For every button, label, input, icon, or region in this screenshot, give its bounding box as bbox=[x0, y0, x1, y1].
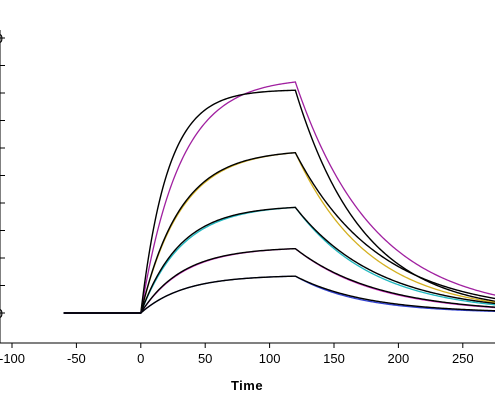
measured-curve-2 bbox=[63, 151, 495, 314]
fit-curve-1 bbox=[63, 89, 495, 314]
x-axis-title: Time bbox=[231, 378, 263, 393]
y-ticks: 00 bbox=[0, 31, 5, 321]
fit-curve-9 bbox=[63, 275, 495, 314]
measured-curve-0 bbox=[63, 81, 495, 314]
y-tick-label: 0 bbox=[0, 306, 3, 321]
x-tick-label: 50 bbox=[198, 351, 212, 366]
x-tick-label: 0 bbox=[137, 351, 144, 366]
x-ticks: -100 -50 0 50 100 150 200 250 bbox=[0, 343, 474, 366]
x-tick-label: 100 bbox=[259, 351, 281, 366]
measured-curve-4 bbox=[63, 206, 495, 314]
fit-curve-7 bbox=[63, 247, 495, 314]
x-tick-label: -100 bbox=[0, 351, 25, 366]
fit-curve-3 bbox=[63, 151, 495, 314]
x-tick-label: 250 bbox=[452, 351, 474, 366]
x-tick-label: 150 bbox=[323, 351, 345, 366]
plot-lines bbox=[63, 81, 495, 314]
axes bbox=[0, 30, 495, 344]
y-tick-label: 0 bbox=[0, 31, 3, 46]
x-tick-label: 200 bbox=[388, 351, 410, 366]
x-tick-label: -50 bbox=[67, 351, 86, 366]
fit-curve-5 bbox=[63, 206, 495, 314]
